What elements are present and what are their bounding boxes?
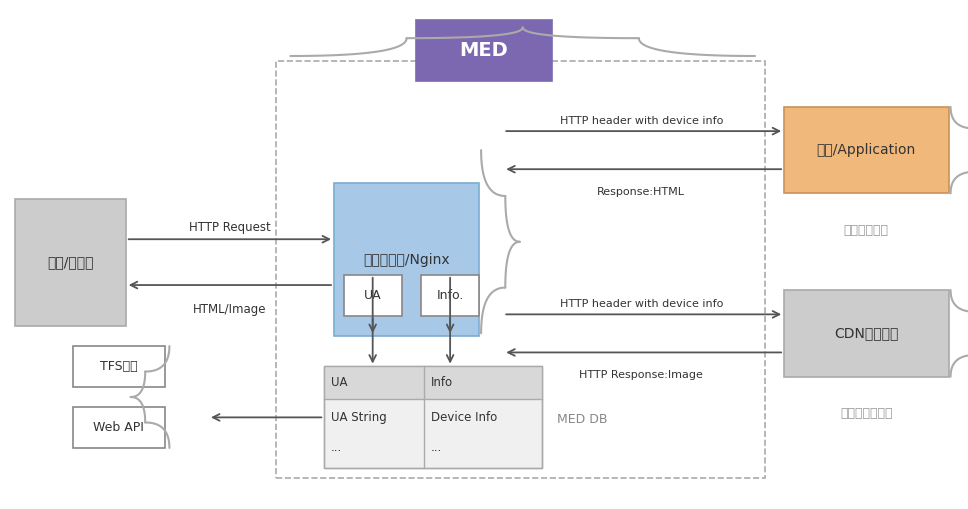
Bar — [324, 366, 542, 468]
Text: MED: MED — [460, 41, 508, 61]
Bar — [276, 61, 765, 478]
Text: Info.: Info. — [437, 289, 464, 302]
Text: ...: ... — [331, 441, 343, 455]
Text: MED DB: MED DB — [557, 413, 607, 427]
Bar — [421, 275, 479, 316]
Text: HTTP Request: HTTP Request — [189, 221, 271, 234]
Text: HTTP header with device info: HTTP header with device info — [560, 299, 723, 309]
Bar — [73, 346, 165, 387]
Bar — [324, 366, 542, 468]
Text: UA: UA — [364, 289, 381, 302]
Text: UA: UA — [331, 376, 348, 389]
Text: 前端服务器/Nginx: 前端服务器/Nginx — [363, 252, 450, 267]
Text: UA String: UA String — [331, 411, 387, 424]
Text: 适配终端的图片: 适配终端的图片 — [840, 407, 892, 420]
Text: Web API: Web API — [93, 421, 144, 434]
Text: HTTP header with device info: HTTP header with device info — [560, 116, 723, 126]
Bar — [324, 366, 542, 399]
Text: HTTP Response:Image: HTTP Response:Image — [580, 371, 703, 380]
Text: Info: Info — [432, 376, 453, 389]
Text: 设备/浏览器: 设备/浏览器 — [46, 255, 94, 269]
Text: CDN图片服务: CDN图片服务 — [834, 326, 898, 341]
Bar — [334, 183, 479, 336]
Bar — [784, 290, 949, 377]
Text: ...: ... — [432, 441, 442, 455]
Text: TFS接口: TFS接口 — [100, 360, 137, 373]
Bar — [416, 20, 552, 81]
Text: 应用/Application: 应用/Application — [817, 143, 916, 157]
Bar — [73, 407, 165, 448]
Bar — [784, 107, 949, 193]
Text: Device Info: Device Info — [432, 411, 498, 424]
Text: 跨终端的页面: 跨终端的页面 — [844, 224, 889, 237]
Text: Response:HTML: Response:HTML — [597, 187, 685, 197]
Bar — [344, 275, 402, 316]
Text: HTML/Image: HTML/Image — [194, 302, 266, 316]
Bar — [15, 199, 126, 326]
